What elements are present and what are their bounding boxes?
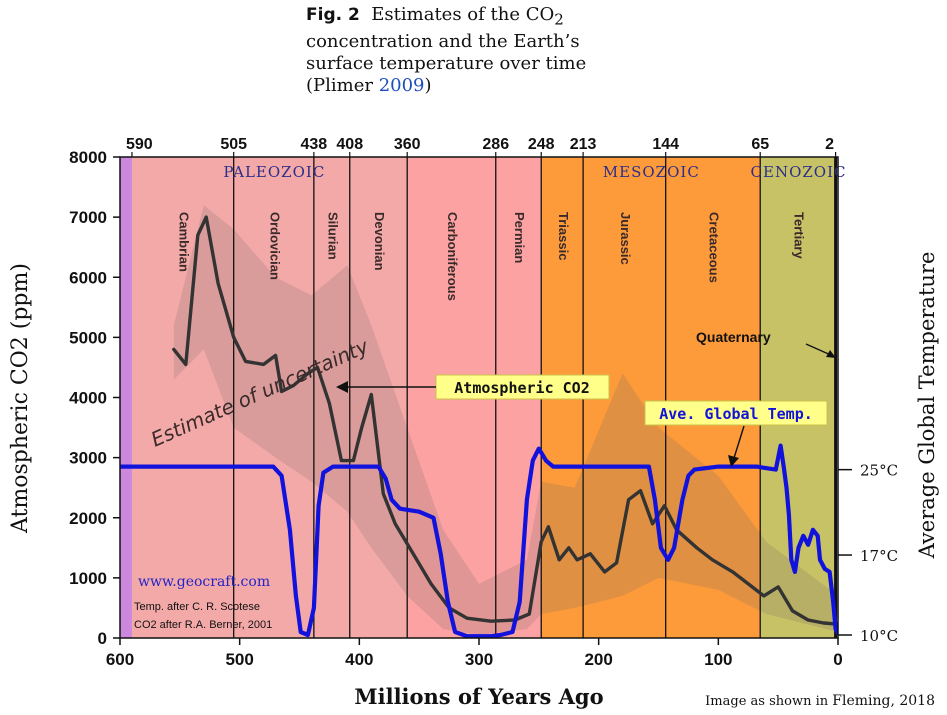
uncertainty-band-layer: [173, 205, 838, 635]
caption-reference-year[interactable]: 2009: [378, 74, 425, 96]
period-label-devonian: Devonian: [372, 212, 387, 271]
co2-label-text: Atmospheric CO2: [454, 379, 589, 397]
period-label-ordovician: Ordovician: [267, 212, 282, 280]
caption-line-2: concentration and the Earth’s: [306, 30, 580, 52]
quaternary-arrow-head: [826, 350, 836, 358]
series-line-atmospheric-co2: [172, 215, 838, 626]
caption-subscript: 2: [554, 10, 564, 29]
period-band-cretaceous: [665, 157, 761, 638]
period-label-cretaceous: Cretaceous: [706, 212, 721, 283]
temp-arrow-head: [728, 455, 739, 467]
credit-prefix: Image as shown in: [705, 694, 833, 709]
co2-arrow-head: [336, 381, 348, 393]
period-label-permian: Permian: [512, 212, 527, 263]
period-labels: Cambrian Ordovician Silurian Devonian Carbon…: [176, 212, 806, 301]
period-band-silurian: [313, 157, 351, 638]
period-band-devonian: [349, 157, 408, 638]
y-tick-label-5000: 5000: [69, 328, 107, 347]
credit-source[interactable]: Fleming, 2018: [832, 693, 935, 709]
precambrian-band: [120, 157, 132, 638]
y-axis-title: Atmospheric CO2 (ppm): [8, 263, 33, 534]
uncertainty-band: [173, 205, 838, 635]
y-tick-label-8000: 8000: [69, 148, 107, 167]
period-label-jurassic: Jurassic: [618, 212, 633, 265]
temp-tick-label-10-c: 10°C: [860, 627, 898, 645]
y-tick-label-6000: 6000: [69, 268, 107, 287]
period-band-cambrian: [131, 157, 235, 638]
era-labels: PALEOZOIC MESOZOIC CENOZOIC: [223, 163, 847, 181]
top-tick-label-408: 408: [336, 136, 363, 153]
y-tick-label-7000: 7000: [69, 208, 107, 227]
temp-label-box: [644, 400, 828, 426]
period-label-tertiary: Tertiary: [791, 212, 806, 259]
top-tick-label-590: 590: [126, 136, 153, 153]
top-tick-label-286: 286: [482, 136, 509, 153]
x-tick-label-600: 600: [106, 650, 134, 669]
top-tick-label-2: 2: [825, 136, 834, 153]
temp-label-text: Ave. Global Temp.: [659, 405, 813, 423]
x-axis-title: Millions of Years Ago: [354, 684, 603, 709]
x-tick-label-400: 400: [345, 650, 373, 669]
top-tick-label-360: 360: [394, 136, 421, 153]
x-tick-label-500: 500: [225, 650, 253, 669]
figure-caption: Fig. 2 Estimates of the CO2 concentratio…: [306, 4, 636, 97]
top-tick-label-248: 248: [528, 136, 555, 153]
image-credit: Image as shown in Fleming, 2018: [705, 693, 935, 709]
period-label-cambrian: Cambrian: [176, 212, 191, 272]
website-label: www.geocraft.com: [138, 574, 270, 590]
era-label-paleozoic: PALEOZOIC: [223, 163, 325, 181]
top-tick-label-65: 65: [751, 136, 769, 153]
caption-line-4-open: (Plimer: [306, 74, 379, 96]
y-tick-label-4000: 4000: [69, 389, 107, 408]
y-tick-label-2000: 2000: [69, 509, 107, 528]
x-tick-label-0: 0: [833, 650, 842, 669]
y-tick-label-3000: 3000: [69, 449, 107, 468]
temp-source-label: Temp. after C. R. Scotese: [134, 601, 260, 613]
x-tick-label-200: 200: [584, 650, 612, 669]
x-tick-label-300: 300: [465, 650, 493, 669]
co2-source-label: CO2 after R.A. Berner, 2001: [134, 619, 272, 631]
top-tick-label-144: 144: [652, 136, 679, 153]
period-label-carboniferous: Carboniferous: [445, 212, 460, 301]
series-lines: [120, 215, 838, 638]
top-tick-label-213: 213: [570, 136, 597, 153]
x-tick-label-100: 100: [704, 650, 732, 669]
temp-tick-label-25-c: 25°C: [860, 462, 898, 480]
period-label-triassic: Triassic: [556, 212, 571, 260]
era-label-mesozoic: MESOZOIC: [603, 163, 700, 181]
caption-line-3: surface temperature over time: [306, 52, 587, 74]
figure-number: Fig. 2: [306, 5, 360, 25]
temp-tick-label-17-c: 17°C: [860, 547, 898, 565]
period-label-silurian: Silurian: [325, 212, 340, 260]
caption-line-1: Estimates of the CO: [371, 4, 555, 25]
quaternary-label: Quaternary: [696, 329, 771, 345]
temp-arrow-line: [733, 425, 745, 459]
series-line-ave-global-temp: [120, 443, 838, 638]
period-band-ordovician: [233, 157, 315, 638]
y2-axis-title: Average Global Temperature: [915, 252, 939, 560]
top-tick-label-438: 438: [301, 136, 328, 153]
caption-line-4-close: ): [424, 74, 432, 96]
y-tick-label-1000: 1000: [69, 569, 107, 588]
era-label-cenozoic: CENOZOIC: [751, 163, 847, 181]
y-tick-label-0: 0: [98, 629, 107, 648]
top-tick-label-505: 505: [220, 136, 247, 153]
